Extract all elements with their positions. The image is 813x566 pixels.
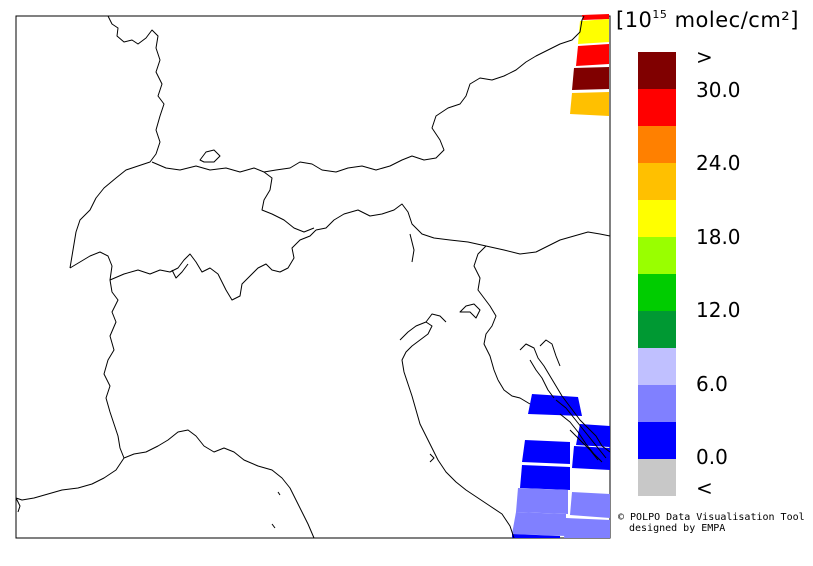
tick-label-18: 18.0 xyxy=(696,225,741,249)
scale-cell-9 xyxy=(638,385,676,422)
tick-label-above: > xyxy=(696,45,713,69)
tick-label-30: 30.0 xyxy=(696,78,741,102)
scale-cell-6 xyxy=(638,274,676,311)
tick-label-24: 24.0 xyxy=(696,151,741,175)
country-borders xyxy=(15,15,611,539)
map-frame xyxy=(15,15,611,539)
color-scale-bar xyxy=(638,52,676,496)
tick-label-0: 0.0 xyxy=(696,445,728,469)
scale-cell-8 xyxy=(638,348,676,385)
tick-label-below: < xyxy=(696,476,713,500)
scale-cell-7 xyxy=(638,311,676,348)
credit-line-1: © POLPO Data Visualisation Tool xyxy=(618,512,805,523)
scale-cell-11 xyxy=(638,459,676,496)
legend-unit-label: [1015 molec/cm²] xyxy=(616,8,799,32)
scale-cell-2 xyxy=(638,126,676,163)
scale-cell-1 xyxy=(638,89,676,126)
tick-label-6: 6.0 xyxy=(696,372,728,396)
scale-cell-4 xyxy=(638,200,676,237)
scale-cell-0 xyxy=(638,52,676,89)
credit-text: © POLPO Data Visualisation Tool designed… xyxy=(618,512,805,534)
scale-cell-3 xyxy=(638,163,676,200)
scale-cell-10 xyxy=(638,422,676,459)
tick-label-12: 12.0 xyxy=(696,298,741,322)
data-swaths-north xyxy=(570,14,609,116)
scale-cell-5 xyxy=(638,237,676,274)
credit-line-2: designed by EMPA xyxy=(629,523,726,534)
